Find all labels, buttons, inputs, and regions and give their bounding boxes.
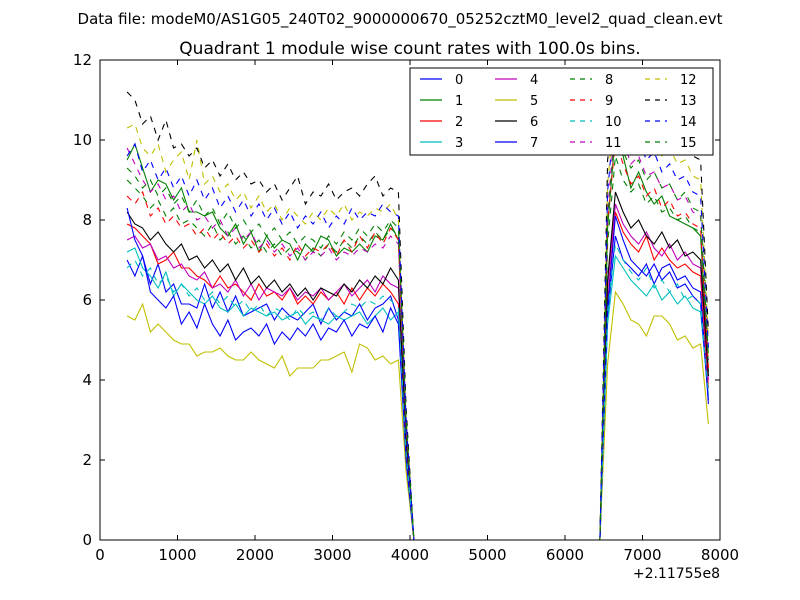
x-axis-offset-label: +2.11755e8 — [633, 566, 720, 582]
legend-label-1: 1 — [455, 94, 463, 109]
x-tick-label: 8000 — [701, 546, 739, 564]
series-line-6 — [126, 191, 709, 541]
legend-label-0: 0 — [455, 73, 463, 88]
legend-label-15: 15 — [680, 136, 697, 151]
x-tick-label: 6000 — [546, 546, 584, 564]
series-line-2 — [126, 211, 709, 541]
legend-label-4: 4 — [530, 73, 538, 88]
series-line-9 — [126, 139, 709, 541]
x-tick-label: 4000 — [391, 546, 429, 564]
y-tick-label: 2 — [82, 451, 92, 469]
x-tick-label: 7000 — [623, 546, 661, 564]
legend-label-7: 7 — [530, 136, 538, 151]
legend-label-6: 6 — [530, 115, 538, 130]
legend-label-5: 5 — [530, 94, 538, 109]
legend-label-8: 8 — [605, 73, 613, 88]
series-line-10 — [126, 242, 709, 541]
legend-label-2: 2 — [455, 115, 463, 130]
y-tick-label: 10 — [73, 131, 92, 149]
series-line-0 — [126, 235, 709, 541]
legend-label-12: 12 — [680, 73, 697, 88]
legend-frame — [409, 67, 714, 156]
legend-label-9: 9 — [605, 94, 613, 109]
axis-ticks: 0 1000 2000 3000 4000 5000 6000 7000 80000246810… — [73, 51, 739, 564]
series-layer — [126, 91, 709, 541]
series-line-14 — [126, 103, 709, 541]
chart-title: Quadrant 1 module wise count rates with … — [179, 39, 640, 59]
x-tick-label: 2000 — [236, 546, 274, 564]
legend-label-13: 13 — [680, 94, 697, 109]
y-tick-label: 0 — [82, 531, 92, 549]
series-line-3 — [126, 247, 709, 541]
y-tick-label: 4 — [82, 371, 92, 389]
y-tick-label: 12 — [73, 51, 92, 69]
y-tick-label: 8 — [82, 211, 92, 229]
x-tick-label: 3000 — [313, 546, 351, 564]
series-line-8 — [126, 155, 709, 541]
figure-suptitle: Data file: modeM0/AS1G05_240T02_90000006… — [78, 10, 723, 29]
legend-label-3: 3 — [455, 136, 463, 151]
y-tick-label: 6 — [82, 291, 92, 309]
x-tick-label: 1000 — [158, 546, 196, 564]
series-line-12 — [126, 97, 709, 541]
legend-label-14: 14 — [680, 115, 697, 130]
series-line-15 — [126, 127, 709, 541]
x-tick-label: 0 — [95, 546, 105, 564]
series-line-7 — [126, 207, 709, 541]
series-line-5 — [126, 290, 709, 541]
x-tick-label: 5000 — [468, 546, 506, 564]
legend-label-10: 10 — [605, 115, 622, 130]
legend-label-11: 11 — [605, 136, 622, 151]
